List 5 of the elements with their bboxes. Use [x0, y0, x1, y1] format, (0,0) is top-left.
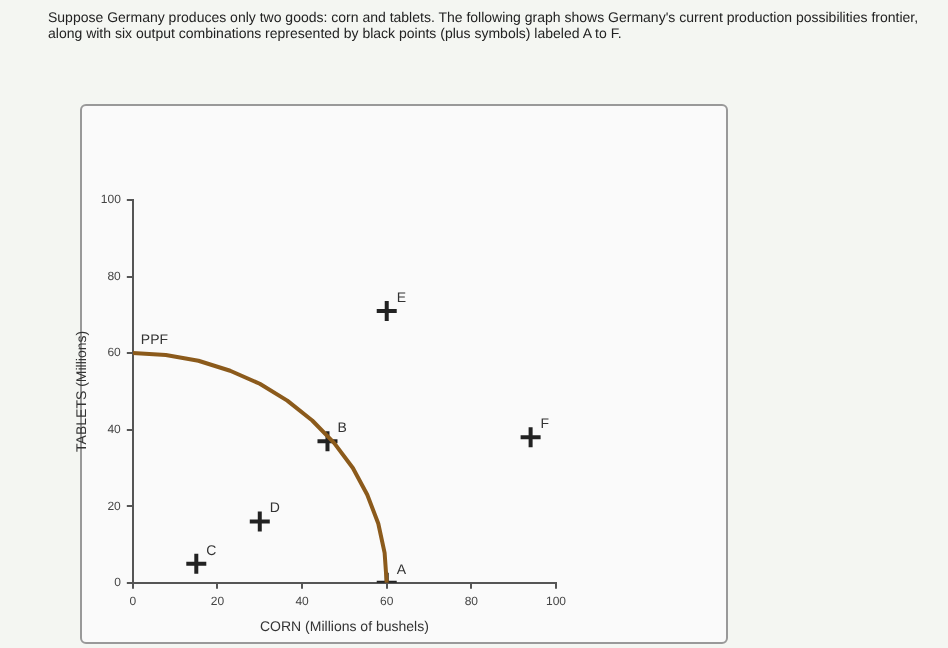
point	[184, 551, 209, 576]
point	[247, 509, 272, 534]
point	[374, 299, 399, 324]
point	[315, 429, 340, 454]
point	[518, 425, 543, 450]
